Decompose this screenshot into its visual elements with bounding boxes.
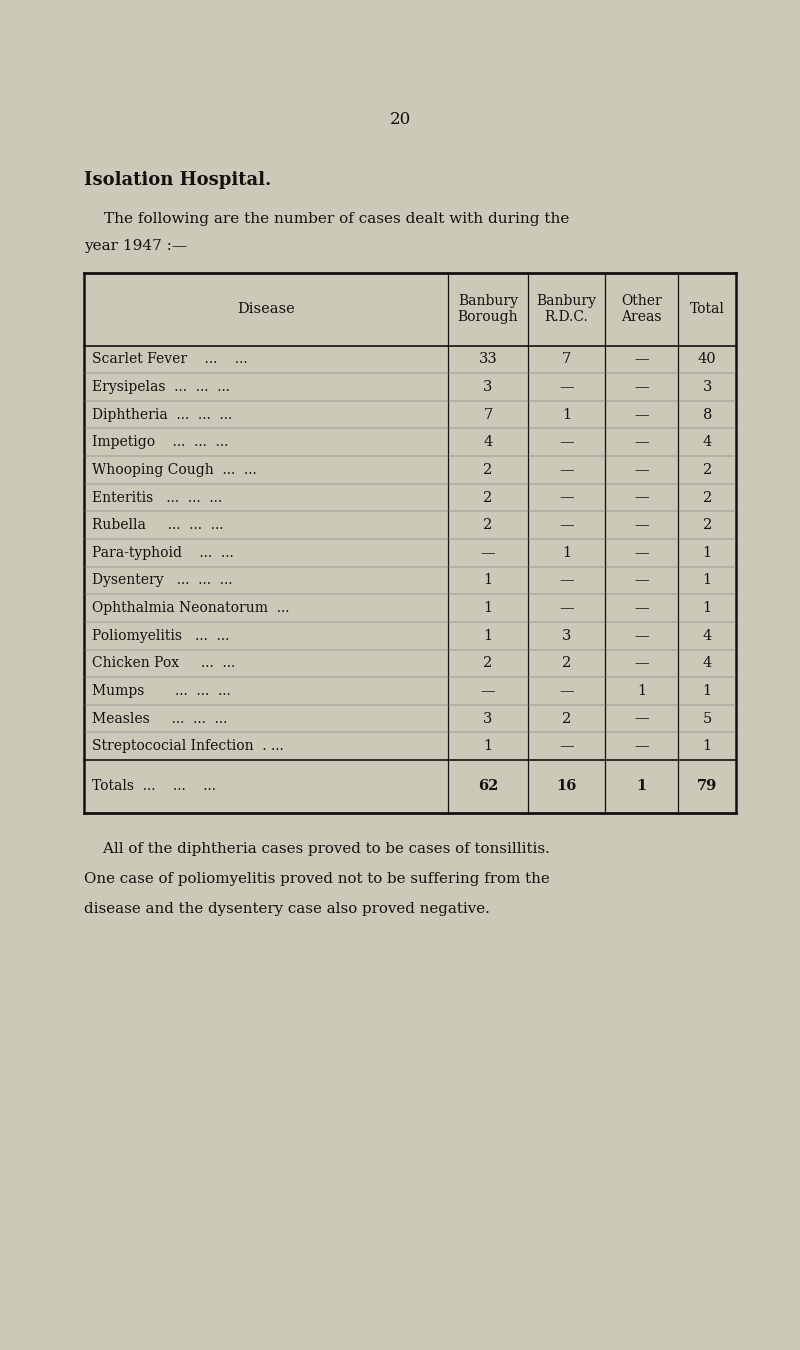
Text: 1: 1 [562,408,571,421]
Text: 2: 2 [562,711,571,725]
Text: Rubella     ...  ...  ...: Rubella ... ... ... [92,518,223,532]
Text: —: — [634,463,649,477]
Text: —: — [634,408,649,421]
Text: —: — [634,518,649,532]
Text: Chicken Pox     ...  ...: Chicken Pox ... ... [92,656,235,671]
Text: Ophthalmia Neonatorum  ...: Ophthalmia Neonatorum ... [92,601,290,616]
Text: 1: 1 [702,684,712,698]
Text: Scarlet Fever    ...    ...: Scarlet Fever ... ... [92,352,248,366]
Text: —: — [634,574,649,587]
Text: 2: 2 [702,490,712,505]
Text: 4: 4 [702,656,712,671]
Text: —: — [634,381,649,394]
Text: 1: 1 [483,574,493,587]
Text: 2: 2 [483,463,493,477]
Text: 1: 1 [483,601,493,616]
Text: 7: 7 [483,408,493,421]
Text: 3: 3 [483,381,493,394]
Text: 2: 2 [483,518,493,532]
Text: —: — [559,518,574,532]
Text: Disease: Disease [237,302,295,316]
Text: —: — [634,601,649,616]
Text: —: — [559,490,574,505]
Text: 16: 16 [556,779,577,794]
Text: Streptococial Infection  . ...: Streptococial Infection . ... [92,740,284,753]
Text: All of the diphtheria cases proved to be cases of tonsillitis.: All of the diphtheria cases proved to be… [84,842,550,856]
Text: 20: 20 [390,111,410,128]
Text: 2: 2 [483,656,493,671]
Text: 2: 2 [702,463,712,477]
Text: Mumps       ...  ...  ...: Mumps ... ... ... [92,684,230,698]
Text: 7: 7 [562,352,571,366]
Text: Banbury
R.D.C.: Banbury R.D.C. [536,294,596,324]
Text: —: — [634,352,649,366]
Text: —: — [634,656,649,671]
Text: —: — [634,435,649,450]
Text: 3: 3 [483,711,493,725]
Text: —: — [559,435,574,450]
Text: —: — [634,490,649,505]
Text: —: — [559,574,574,587]
Text: 4: 4 [702,629,712,643]
Text: 1: 1 [562,545,571,560]
Text: Impetigo    ...  ...  ...: Impetigo ... ... ... [92,435,228,450]
Text: —: — [559,684,574,698]
Text: —: — [559,740,574,753]
Text: Para-typhoid    ...  ...: Para-typhoid ... ... [92,545,234,560]
Text: 1: 1 [637,684,646,698]
Text: Whooping Cough  ...  ...: Whooping Cough ... ... [92,463,257,477]
Text: 33: 33 [478,352,498,366]
Text: —: — [634,545,649,560]
Text: 2: 2 [483,490,493,505]
Text: 1: 1 [702,545,712,560]
Text: Isolation Hospital.: Isolation Hospital. [84,171,271,189]
Text: 79: 79 [697,779,718,794]
Text: Banbury
Borough: Banbury Borough [458,294,518,324]
Text: Enteritis   ...  ...  ...: Enteritis ... ... ... [92,490,222,505]
Text: —: — [634,629,649,643]
Text: 4: 4 [702,435,712,450]
Text: Measles     ...  ...  ...: Measles ... ... ... [92,711,227,725]
Text: Other
Areas: Other Areas [622,294,662,324]
Text: 2: 2 [562,656,571,671]
Text: —: — [559,463,574,477]
Text: Diphtheria  ...  ...  ...: Diphtheria ... ... ... [92,408,232,421]
Text: —: — [559,381,574,394]
Text: 1: 1 [702,574,712,587]
Text: Dysentery   ...  ...  ...: Dysentery ... ... ... [92,574,233,587]
Text: —: — [481,545,495,560]
Text: The following are the number of cases dealt with during the: The following are the number of cases de… [104,212,570,225]
Text: —: — [559,601,574,616]
Text: 2: 2 [702,518,712,532]
Text: 8: 8 [702,408,712,421]
Text: —: — [634,711,649,725]
Text: 40: 40 [698,352,717,366]
Text: Poliomyelitis   ...  ...: Poliomyelitis ... ... [92,629,230,643]
Text: 3: 3 [702,381,712,394]
Text: 1: 1 [702,601,712,616]
Text: 1: 1 [702,740,712,753]
Text: Total: Total [690,302,725,316]
Text: 3: 3 [562,629,571,643]
Text: year 1947 :—: year 1947 :— [84,239,187,252]
Text: 5: 5 [702,711,712,725]
Text: Erysipelas  ...  ...  ...: Erysipelas ... ... ... [92,381,230,394]
Text: 4: 4 [483,435,493,450]
Text: 1: 1 [637,779,646,794]
Text: 1: 1 [483,740,493,753]
Text: 1: 1 [483,629,493,643]
Text: —: — [634,740,649,753]
Text: disease and the dysentery case also proved negative.: disease and the dysentery case also prov… [84,902,490,915]
Text: —: — [481,684,495,698]
Text: Totals  ...    ...    ...: Totals ... ... ... [92,779,216,794]
Text: One case of poliomyelitis proved not to be suffering from the: One case of poliomyelitis proved not to … [84,872,550,886]
Text: 62: 62 [478,779,498,794]
